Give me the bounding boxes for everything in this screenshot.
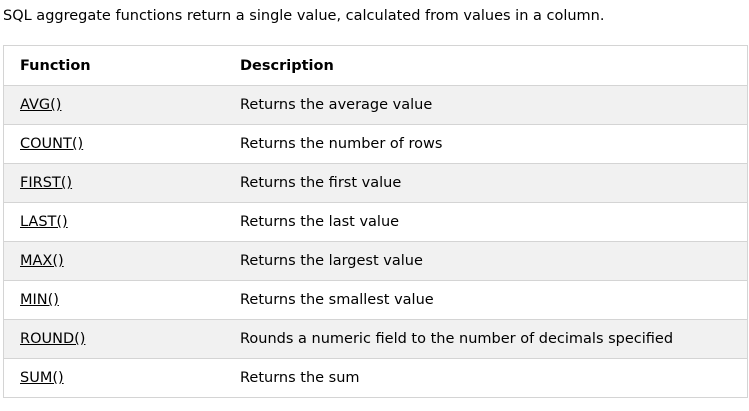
function-link-last[interactable]: LAST()	[20, 214, 68, 230]
table-row: MIN() Returns the smallest value	[4, 281, 747, 320]
function-link-first[interactable]: FIRST()	[20, 175, 73, 191]
aggregate-functions-table: Function Description AVG() Returns the a…	[3, 45, 748, 398]
table-row: COUNT() Returns the number of rows	[4, 125, 747, 164]
table-row: MAX() Returns the largest value	[4, 242, 747, 281]
header-description: Description	[240, 57, 334, 74]
table-row: LAST() Returns the last value	[4, 203, 747, 242]
intro-text: SQL aggregate functions return a single …	[3, 8, 605, 24]
function-description: Returns the last value	[240, 214, 400, 230]
function-description: Returns the smallest value	[240, 292, 434, 308]
function-description: Returns the first value	[240, 175, 402, 191]
table-row: FIRST() Returns the first value	[4, 164, 747, 203]
table-row: AVG() Returns the average value	[4, 86, 747, 125]
table-row: SUM() Returns the sum	[4, 359, 747, 398]
function-description: Returns the largest value	[240, 253, 423, 269]
function-link-avg[interactable]: AVG()	[20, 97, 62, 113]
function-description: Rounds a numeric field to the number of …	[240, 331, 674, 347]
table-row: ROUND() Rounds a numeric field to the nu…	[4, 320, 747, 359]
function-description: Returns the sum	[240, 370, 360, 386]
function-description: Returns the average value	[240, 97, 433, 113]
function-link-sum[interactable]: SUM()	[20, 370, 64, 386]
function-link-max[interactable]: MAX()	[20, 253, 64, 269]
function-description: Returns the number of rows	[240, 136, 443, 152]
header-function: Function	[20, 57, 91, 74]
function-link-count[interactable]: COUNT()	[20, 136, 84, 152]
function-link-min[interactable]: MIN()	[20, 292, 59, 308]
function-link-round[interactable]: ROUND()	[20, 331, 86, 347]
table-header-row: Function Description	[4, 46, 747, 86]
